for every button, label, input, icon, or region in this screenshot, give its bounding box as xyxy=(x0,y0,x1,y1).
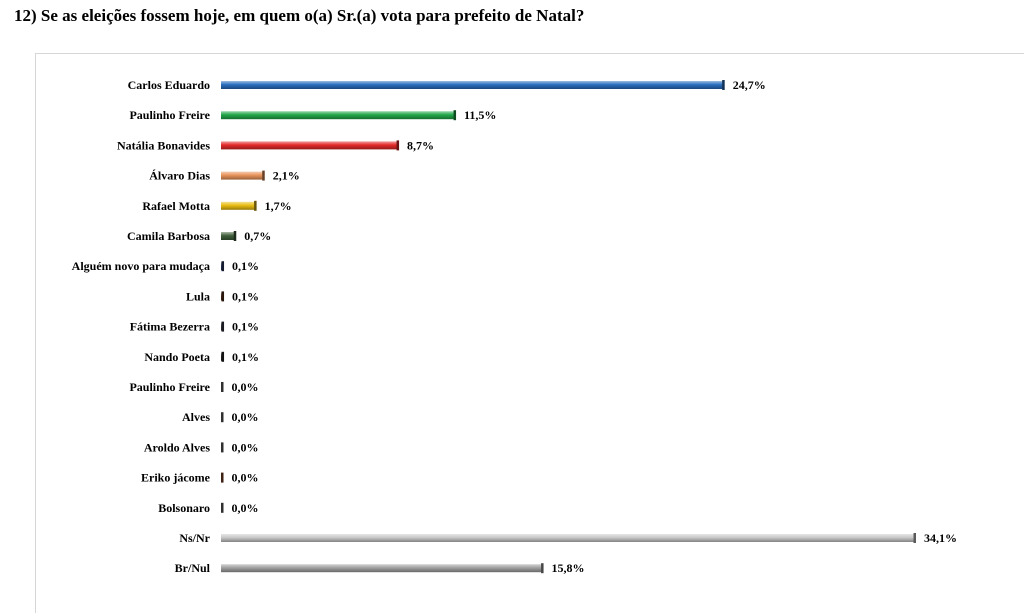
bar-chart: Carlos Eduardo 24,7% Paulinho Freire 11,5% N… xyxy=(72,78,957,575)
bar xyxy=(221,171,264,180)
bar xyxy=(221,81,724,89)
bar-end-cap xyxy=(221,291,225,302)
data-label: 0,0% xyxy=(232,380,259,394)
bar-end-cap xyxy=(913,533,916,543)
data-label: 11,5% xyxy=(464,108,496,122)
category-label: Paulinho Freire xyxy=(129,108,210,122)
bar-end-cap xyxy=(221,442,224,453)
category-label: Lula xyxy=(186,289,210,303)
bar xyxy=(221,232,236,240)
bar-end-cap xyxy=(221,412,224,423)
data-label: 34,1% xyxy=(924,531,957,545)
category-label: Aroldo Alves xyxy=(144,440,210,454)
bar-end-cap xyxy=(221,472,224,483)
category-label: Nando Poeta xyxy=(144,350,210,364)
category-label: Fátima Bezerra xyxy=(130,320,210,334)
bar-end-cap xyxy=(453,110,457,121)
bar-end-cap xyxy=(221,382,224,392)
data-label: 0,0% xyxy=(232,440,259,454)
bar xyxy=(221,111,456,120)
data-label: 0,7% xyxy=(244,229,271,243)
bar-end-cap xyxy=(221,261,225,272)
data-label: 0,1% xyxy=(232,289,259,303)
bar-end-cap xyxy=(722,80,725,90)
category-label: Alguém novo para mudaça xyxy=(72,259,210,273)
data-label: 2,1% xyxy=(273,169,300,183)
category-label: Rafael Motta xyxy=(142,199,210,213)
category-label: Álvaro Dias xyxy=(149,169,210,183)
data-label: 0,0% xyxy=(232,410,259,424)
category-label: Ns/Nr xyxy=(179,531,210,545)
bar-end-cap xyxy=(541,563,544,574)
bar-end-cap xyxy=(221,502,224,513)
bar xyxy=(221,141,399,150)
data-label: 0,0% xyxy=(232,501,259,515)
category-label: Bolsonaro xyxy=(158,501,210,515)
category-label: Carlos Eduardo xyxy=(128,78,210,92)
data-label: 0,1% xyxy=(232,259,259,273)
data-label: 0,1% xyxy=(232,350,259,364)
bar-end-cap xyxy=(396,140,400,151)
category-label: Alves xyxy=(182,410,210,424)
chart-title: 12) Se as eleições fossem hoje, em quem … xyxy=(14,6,585,25)
bar-end-cap xyxy=(221,321,225,332)
category-label: Camila Barbosa xyxy=(127,229,210,243)
data-label: 24,7% xyxy=(733,78,766,92)
bar-end-cap xyxy=(262,170,265,181)
category-label: Natália Bonavides xyxy=(117,138,210,152)
data-label: 8,7% xyxy=(407,138,434,152)
bar-end-cap xyxy=(221,351,225,362)
bar-end-cap xyxy=(254,200,257,211)
data-label: 0,0% xyxy=(232,471,259,485)
category-label: Eriko jácome xyxy=(141,471,211,485)
data-label: 0,1% xyxy=(232,320,259,334)
bar-end-cap xyxy=(233,231,237,241)
chart-frame xyxy=(35,53,1024,613)
bar xyxy=(221,534,915,542)
bar xyxy=(221,564,543,573)
data-label: 15,8% xyxy=(552,561,585,575)
category-label: Paulinho Freire xyxy=(129,380,210,394)
bar xyxy=(221,201,256,210)
data-label: 1,7% xyxy=(265,199,292,213)
category-label: Br/Nul xyxy=(175,561,211,575)
